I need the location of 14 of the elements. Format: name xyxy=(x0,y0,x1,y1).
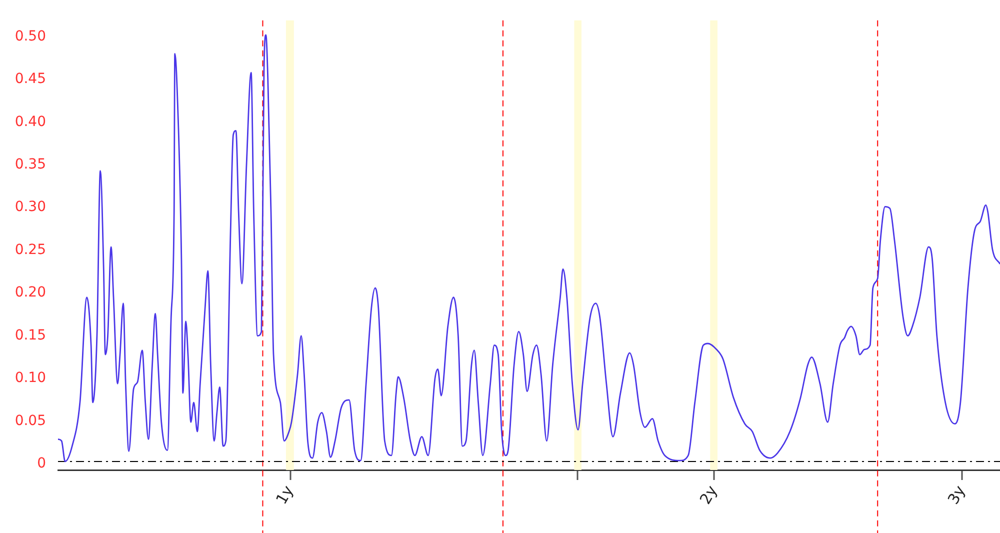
x-tick-label: 1y xyxy=(272,482,298,508)
y-tick-label: 0.20 xyxy=(14,284,46,301)
y-tick-label: 0.10 xyxy=(14,370,46,386)
y-tick-label: 0.30 xyxy=(14,199,46,216)
y-tick-label: 0.05 xyxy=(14,412,46,429)
y-tick-label: 0.50 xyxy=(14,28,46,44)
y-tick-label: 0.40 xyxy=(14,114,46,130)
y-tick-label: 0 xyxy=(37,456,46,472)
y-tick-label: 0.15 xyxy=(14,327,46,344)
x-tick-label: 3y xyxy=(944,482,969,508)
y-tick-label: 0.45 xyxy=(14,71,46,88)
x-tick-label: 2y xyxy=(696,482,722,508)
y-tick-label: 0.35 xyxy=(14,156,46,172)
y-tick-label: 0.25 xyxy=(14,242,46,258)
